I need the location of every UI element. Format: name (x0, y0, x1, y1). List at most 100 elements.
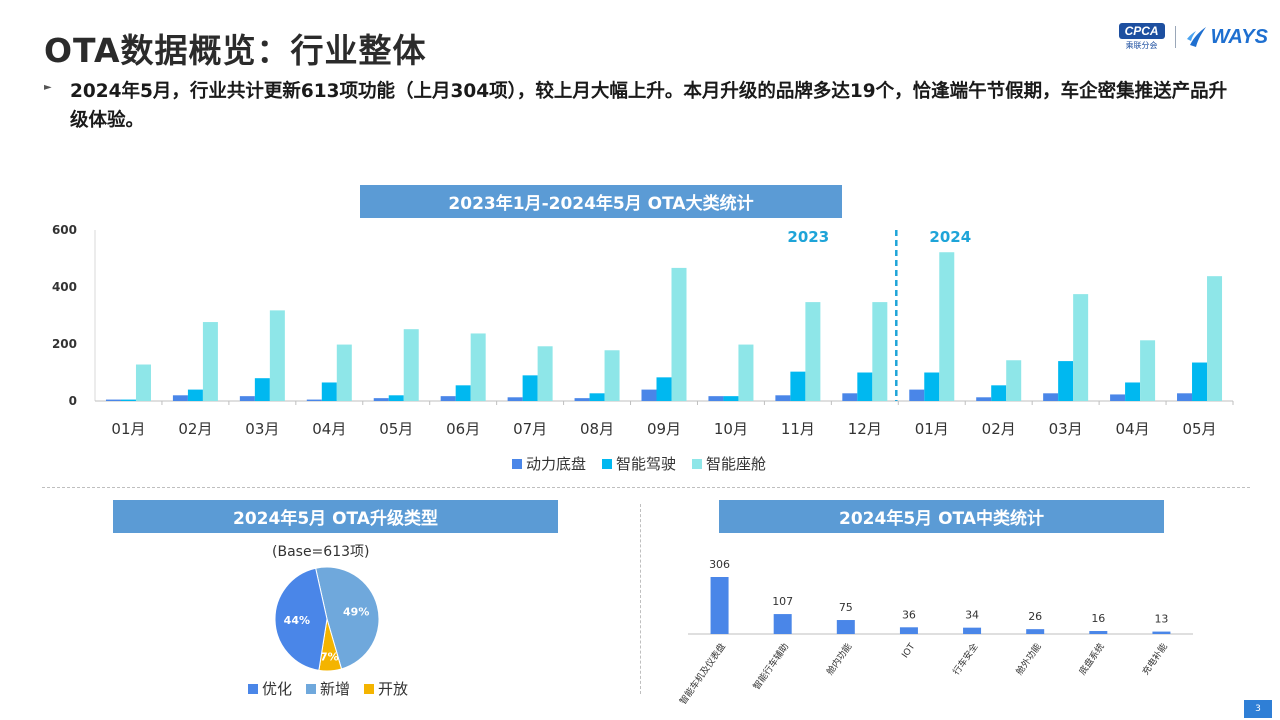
bar-充电补能 (1152, 631, 1171, 634)
section-divider-horizontal (42, 487, 1250, 488)
bar-动力底盘 (105, 399, 121, 401)
main-chart-title: 2023年1月-2024年5月 OTA大类统计 (360, 185, 842, 218)
x-tick-label: 行车安全 (950, 641, 980, 677)
year-label-2023: 2023 (787, 228, 829, 246)
x-tick-label: 06月 (446, 420, 480, 438)
legend-item-power: 动力底盘 (512, 453, 586, 474)
x-tick-label: 02月 (178, 420, 212, 438)
bar-智能驾驶 (120, 399, 136, 401)
page-number: 3 (1244, 700, 1272, 718)
bar-动力底盘 (172, 395, 188, 401)
x-tick-label: 02月 (982, 420, 1016, 438)
bar-智能驾驶 (254, 378, 270, 401)
bar-动力底盘 (306, 399, 322, 401)
legend-swatch-adas (602, 458, 613, 469)
bar-动力底盘 (239, 396, 255, 401)
y-tick-label: 0 (69, 394, 77, 408)
legend-label-new: 新增 (320, 680, 351, 698)
legend-label-optimize: 优化 (262, 680, 293, 698)
bar-行车安全 (963, 627, 982, 634)
legend-label-cabin: 智能座舱 (706, 455, 767, 473)
data-label: 26 (1028, 610, 1042, 623)
bar-智能座舱 (336, 344, 352, 401)
bar-智能座舱 (202, 322, 218, 401)
logo-area: CPCA 乘联分会 WAYS (1118, 20, 1268, 54)
logo-divider (1174, 26, 1176, 48)
bar-智能座舱 (1207, 276, 1223, 401)
legend-swatch-open (364, 683, 375, 694)
bar-动力底盘 (909, 389, 925, 401)
pie-chart-legend: 优化 新增 开放 (248, 678, 408, 699)
bar-IOT (899, 627, 918, 634)
bar-智能座舱 (537, 346, 553, 401)
bar-智能驾驶 (589, 393, 605, 401)
legend-swatch-cabin (692, 458, 703, 469)
bar-智能驾驶 (656, 377, 672, 401)
x-tick-label: 01月 (111, 420, 145, 438)
y-tick-label: 400 (52, 280, 77, 294)
bar-智能驾驶 (522, 375, 538, 401)
x-tick-label: 05月 (1182, 420, 1216, 438)
pie-slice-优化 (274, 567, 328, 671)
legend-item-new: 新增 (306, 678, 350, 699)
bar-动力底盘 (641, 389, 657, 401)
x-tick-label: 充电补能 (1139, 641, 1169, 677)
bar-动力底盘 (507, 397, 523, 401)
bar-智能驾驶 (790, 371, 806, 401)
ota-category-bar-chart: 0 200 400 600 01月 02月 03月 04月 05月 06月 07月 08月 09月 10月… (52, 223, 1234, 438)
bar-智能座舱 (269, 310, 285, 401)
bar-动力底盘 (373, 398, 389, 401)
legend-item-cabin: 智能座舱 (692, 453, 766, 474)
x-tick-label: 12月 (848, 420, 882, 438)
legend-swatch-power (512, 458, 522, 469)
bar-智能驾驶 (1058, 361, 1074, 401)
bar-智能座舱 (738, 344, 754, 401)
x-tick-label: 舱外功能 (1013, 641, 1043, 677)
legend-label-open: 开放 (378, 680, 409, 698)
y-tick-label: 200 (52, 337, 77, 351)
legend-item-open: 开放 (364, 678, 408, 699)
cpca-logo-subtext: 乘联分会 (1125, 41, 1158, 50)
x-tick-label: 04月 (1116, 420, 1150, 438)
bar-智能座舱 (805, 302, 821, 401)
ways-logo: WAYS (1186, 25, 1268, 49)
bar-舱外功能 (1026, 629, 1045, 634)
bar-动力底盘 (842, 393, 858, 401)
subcategory-chart-title: 2024年5月 OTA中类统计 (719, 500, 1164, 533)
pie-slice-新增 (315, 566, 380, 670)
triangle-bullet-icon: ► (44, 82, 52, 93)
bar-动力底盘 (976, 397, 992, 401)
data-label: 13 (1154, 613, 1168, 626)
legend-swatch-optimize (248, 683, 258, 694)
x-tick-label: 04月 (312, 420, 346, 438)
bar-动力底盘 (1177, 393, 1193, 401)
bar-智能驾驶 (991, 385, 1007, 401)
bar-智能驾驶 (857, 372, 873, 401)
bar-智能座舱 (403, 329, 419, 401)
bar-动力底盘 (1110, 394, 1126, 401)
pie-label-开放: 7% (320, 650, 339, 663)
bar-智能座舱 (604, 350, 620, 401)
bar-智能座舱 (470, 333, 486, 401)
bar-智能座舱 (135, 364, 151, 401)
bar-智能座舱 (671, 267, 687, 401)
x-tick-label: 底盘系统 (1076, 641, 1106, 677)
x-tick-label: 07月 (513, 420, 547, 438)
bar-智能座舱 (1073, 294, 1089, 401)
bar-智能驾驶 (924, 372, 940, 401)
x-tick-label: 舱内功能 (824, 641, 854, 677)
x-tick-label: 03月 (245, 420, 279, 438)
pie-chart-title: 2024年5月 OTA升级类型 (113, 500, 558, 533)
x-tick-label: 09月 (647, 420, 681, 438)
bar-智能座舱 (1140, 340, 1156, 401)
data-label: 16 (1091, 612, 1105, 625)
bar-智能驾驶 (1125, 382, 1141, 401)
bar-智能驾驶 (455, 385, 471, 401)
bar-智能座舱 (872, 302, 888, 401)
cpca-logo-text: CPCA (1118, 23, 1165, 39)
x-tick-label: 05月 (379, 420, 413, 438)
bar-舱内功能 (836, 620, 855, 634)
bar-智能座舱 (1006, 360, 1022, 401)
y-tick-label: 600 (52, 223, 77, 237)
pie-label-优化: 44% (284, 614, 310, 627)
